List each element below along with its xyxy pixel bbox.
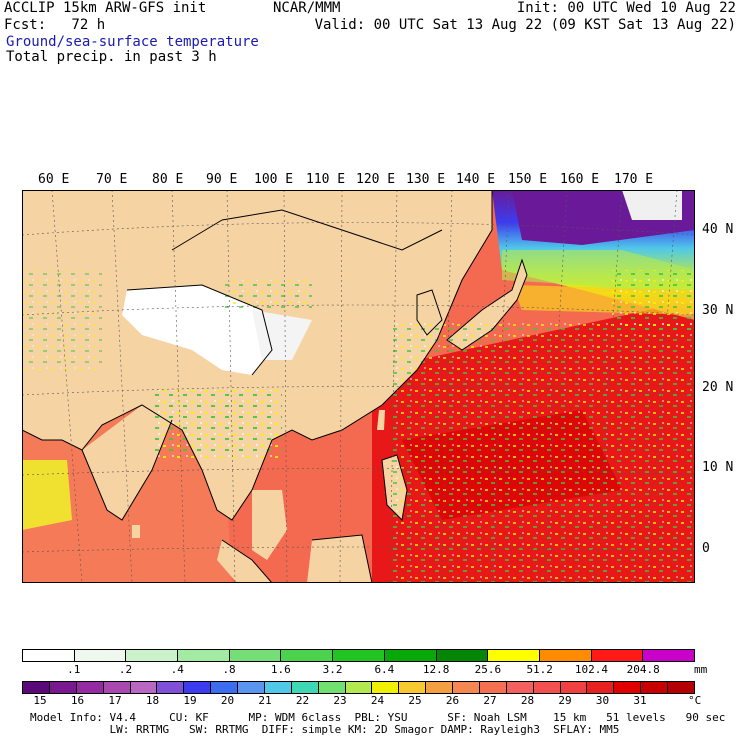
temperature-tick-label: 18 (145, 694, 160, 707)
longitude-label: 140 E (456, 172, 496, 187)
precip-unit: mm (694, 663, 708, 676)
valid-time: Valid: 00 UTC Sat 13 Aug 22 (09 KST Sat … (314, 17, 736, 33)
temperature-tick-label: 16 (70, 694, 85, 707)
model-info-line1: Model Info: V4.4 CU: KF MP: WDM 6class P… (30, 711, 726, 724)
longitude-label: 70 E (96, 172, 128, 187)
temperature-tick-label: 22 (295, 694, 310, 707)
temperature-swatch (668, 682, 694, 693)
temperature-swatch (49, 682, 77, 693)
precip-tick-label: .4 (170, 663, 184, 676)
precip-swatch (178, 650, 230, 661)
temperature-tick-label: 24 (370, 694, 385, 707)
precip-swatch (591, 650, 644, 661)
field-precip-label: Total precip. in past 3 h (6, 49, 217, 65)
precip-swatch (488, 650, 540, 661)
temperature-tick-label: 17 (108, 694, 122, 707)
precip-swatch (126, 650, 179, 661)
precip-tick-label: .2 (118, 663, 133, 676)
precip-tick-label: 3.2 (322, 663, 343, 676)
temperature-swatch (238, 682, 265, 693)
temperature-swatch (291, 682, 319, 693)
temperature-swatch (399, 682, 427, 693)
precip-swatch (384, 650, 437, 661)
precip-tick-label: .1 (67, 663, 81, 676)
precip-swatch (333, 650, 385, 661)
temperature-tick-label: 27 (483, 694, 497, 707)
temperature-tick-label: 29 (558, 694, 572, 707)
precip-swatch (229, 650, 282, 661)
precip-swatch (23, 650, 75, 661)
longitude-label: 90 E (206, 172, 238, 187)
precip-swatch (436, 650, 489, 661)
forecast-hour: Fcst: 72 h (4, 17, 106, 33)
latitude-label: 20 N (702, 380, 734, 395)
precip-tick-label: 12.8 (422, 663, 450, 676)
precip-tick-label: 6.4 (374, 663, 395, 676)
temperature-unit: °C (688, 694, 702, 707)
temperature-swatch (130, 682, 158, 693)
temperature-tick-label: 25 (408, 694, 422, 707)
temperature-colorbar (22, 681, 695, 694)
longitude-label: 170 E (614, 172, 654, 187)
weather-map (22, 190, 695, 583)
temperature-swatch (614, 682, 642, 693)
latitude-label: 10 N (702, 460, 734, 475)
temperature-tick-label: 23 (333, 694, 347, 707)
init-time: Init: 00 UTC Wed 10 Aug 22 (516, 0, 736, 16)
temperature-swatch (211, 682, 238, 693)
longitude-label: 80 E (152, 172, 184, 187)
temperature-tick-label: 28 (520, 694, 535, 707)
longitude-label: 60 E (38, 172, 70, 187)
precip-swatch (539, 650, 592, 661)
temperature-swatch (157, 682, 185, 693)
latitude-label: 40 N (702, 222, 734, 237)
longitude-label: 110 E (306, 172, 346, 187)
temperature-tick-label: 31 (633, 694, 647, 707)
precip-swatch (74, 650, 127, 661)
model-title: ACCLIP 15km ARW-GFS init (4, 0, 207, 16)
temperature-swatch (426, 682, 453, 693)
field-temperature-label: Ground/sea-surface temperature (6, 34, 259, 50)
precip-tick-label: 102.4 (574, 663, 609, 676)
precip-tick-label: 204.8 (626, 663, 660, 676)
precip-colorbar (22, 649, 695, 662)
map-graphic (22, 190, 695, 583)
precip-tick-label: 1.6 (270, 663, 291, 676)
temperature-tick-label: 20 (220, 694, 235, 707)
longitude-label: 160 E (560, 172, 600, 187)
longitude-label: 120 E (356, 172, 396, 187)
temperature-tick-label: 26 (445, 694, 460, 707)
longitude-label: 150 E (508, 172, 548, 187)
longitude-label: 100 E (254, 172, 294, 187)
longitude-label: 130 E (406, 172, 446, 187)
temperature-swatch (453, 682, 480, 693)
temperature-tick-label: 30 (595, 694, 610, 707)
temperature-swatch (103, 682, 131, 693)
temperature-swatch (533, 682, 561, 693)
temperature-swatch (587, 682, 615, 693)
temperature-swatch (641, 682, 668, 693)
temperature-swatch (76, 682, 104, 693)
temperature-swatch (23, 682, 50, 693)
temperature-swatch (318, 682, 346, 693)
precip-swatch (281, 650, 334, 661)
precip-tick-label: .8 (222, 663, 236, 676)
temperature-swatch (506, 682, 534, 693)
precip-tick-label: 25.6 (474, 663, 502, 676)
temperature-swatch (184, 682, 212, 693)
center-name: NCAR/MMM (273, 0, 341, 16)
precip-swatch (643, 650, 694, 661)
temperature-tick-label: 21 (258, 694, 272, 707)
temperature-swatch (264, 682, 292, 693)
temperature-swatch (345, 682, 373, 693)
temperature-tick-label: 19 (183, 694, 197, 707)
temperature-swatch (479, 682, 507, 693)
temperature-swatch (560, 682, 588, 693)
precip-tick-label: 51.2 (526, 663, 553, 676)
latitude-label: 30 N (702, 303, 734, 318)
temperature-swatch (372, 682, 400, 693)
latitude-label: 0 (702, 541, 710, 556)
temperature-tick-label: 15 (33, 694, 47, 707)
model-info-line2: LW: RRTMG SW: RRTMG DIFF: simple KM: 2D … (30, 723, 620, 736)
